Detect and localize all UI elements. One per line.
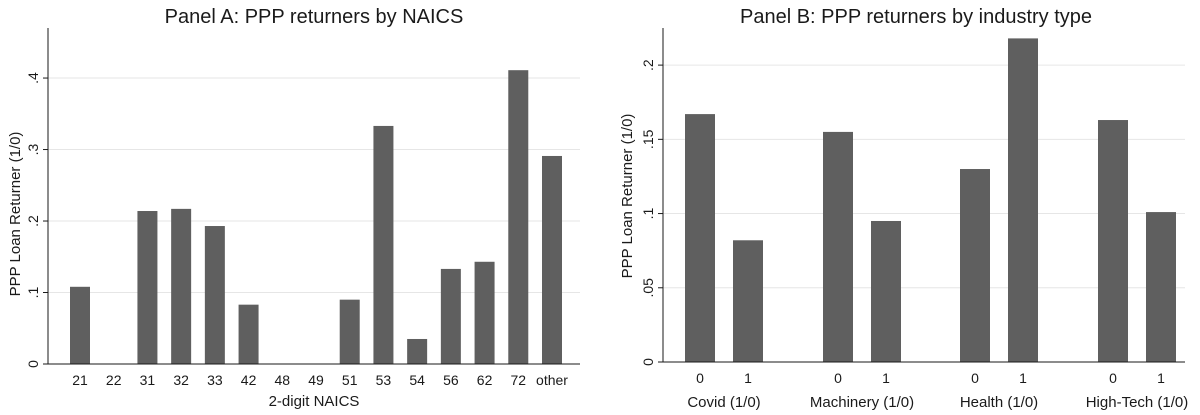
panel-b-group-labels: Covid (1/0) Machinery (1/0) Health (1/0) Hi… bbox=[687, 394, 1188, 411]
panel-b-x-tick-label: 1 bbox=[882, 370, 890, 386]
panel-a-x-tick-label: 31 bbox=[140, 372, 156, 388]
panel-a-y-tick-label: .2 bbox=[25, 215, 41, 227]
panel-b-x-tick-label: 0 bbox=[1109, 370, 1117, 386]
panel-b-y-tick-label: .05 bbox=[640, 278, 656, 298]
panel-a-bar-56 bbox=[440, 268, 461, 364]
panel-a-y-tick-label: .4 bbox=[25, 72, 41, 84]
panel-a-bar-42 bbox=[238, 304, 259, 364]
panel-b-y-tick-label: .1 bbox=[640, 208, 656, 220]
panel-b-bar-1-1 bbox=[871, 220, 901, 362]
panel-b-group-label: Covid (1/0) bbox=[687, 394, 760, 411]
panel-a-axes bbox=[47, 28, 580, 365]
panel-a-x-axis-label: 2-digit NAICS bbox=[269, 393, 360, 410]
panel-b-x-ticks: 0 1 0 1 0 1 0 1 bbox=[696, 370, 1165, 386]
panel-a-bar-51 bbox=[339, 299, 360, 364]
panel-b-bar-1-0 bbox=[823, 131, 853, 362]
panel-a-x-tick-label: 72 bbox=[510, 372, 526, 388]
panel-a-x-tick-label: 32 bbox=[173, 372, 189, 388]
panel-a-x-tick-label: other bbox=[536, 372, 568, 388]
panel-b-bar-0-0 bbox=[685, 114, 715, 362]
panel-a-bar-54 bbox=[407, 338, 428, 364]
panel-b-y-ticks: 0 .05 .1 .15 .2 bbox=[640, 59, 663, 366]
panel-b-y-axis-label: PPP Loan Returner (1/0) bbox=[619, 114, 636, 279]
panel-a-x-tick-label: 53 bbox=[376, 372, 392, 388]
panel-b-y-tick-label: .15 bbox=[640, 129, 656, 149]
panel-b-group-label: Health (1/0) bbox=[960, 394, 1038, 411]
panel-a-bar-62 bbox=[474, 261, 495, 364]
panel-a-x-tick-label: 56 bbox=[443, 372, 459, 388]
panel-a-x-tick-label: 62 bbox=[477, 372, 493, 388]
panel-b-bar-2-0 bbox=[960, 169, 990, 362]
panel-b-x-tick-label: 0 bbox=[971, 370, 979, 386]
panel-a-y-tick-label: .3 bbox=[25, 143, 41, 155]
panel-b-group-label: High-Tech (1/0) bbox=[1086, 394, 1189, 411]
panel-a-y-tick-label: 0 bbox=[25, 360, 41, 368]
panel-b-bar-3-0 bbox=[1098, 120, 1128, 362]
panel-a-bars bbox=[70, 70, 562, 365]
panel-b-x-tick-label: 1 bbox=[1019, 370, 1027, 386]
panel-a-x-tick-label: 51 bbox=[342, 372, 358, 388]
panel-a-title: Panel A: PPP returners by NAICS bbox=[165, 6, 464, 28]
panel-a-y-axis-label: PPP Loan Returner (1/0) bbox=[7, 132, 24, 297]
panel-b-x-tick-label: 0 bbox=[696, 370, 704, 386]
panel-a-gridlines bbox=[48, 77, 580, 294]
panel-b-x-tick-label: 1 bbox=[744, 370, 752, 386]
panel-a-bar-33 bbox=[204, 226, 225, 364]
panel-b-title: Panel B: PPP returners by industry type bbox=[740, 6, 1092, 28]
panel-b-group-label: Machinery (1/0) bbox=[810, 394, 914, 411]
panel-a-y-tick-label: .1 bbox=[25, 286, 41, 298]
panel-a-bar-53 bbox=[373, 125, 394, 364]
panel-a-x-tick-label: 22 bbox=[106, 372, 122, 388]
panel-a-x-tick-label: 33 bbox=[207, 372, 223, 388]
panel-a-x-ticks: 21 22 31 32 33 42 48 49 51 53 54 56 62 72 other bbox=[72, 372, 568, 388]
panel-b-axes bbox=[662, 28, 1185, 363]
panel-b: Panel B: PPP returners by industry type … bbox=[619, 6, 1188, 411]
panel-a-bar-31 bbox=[137, 211, 158, 364]
panel-a-x-tick-label: 49 bbox=[308, 372, 324, 388]
panel-a-bar-72 bbox=[508, 70, 529, 365]
panel-b-x-tick-label: 1 bbox=[1157, 370, 1165, 386]
panel-b-bar-2-1 bbox=[1008, 38, 1038, 362]
panel-b-bar-3-1 bbox=[1146, 212, 1176, 362]
panel-a-bar-32 bbox=[171, 208, 192, 364]
panel-a: Panel A: PPP returners by NAICS PPP Loan… bbox=[7, 6, 580, 410]
panel-b-x-tick-label: 0 bbox=[834, 370, 842, 386]
panel-a-bar-21 bbox=[70, 286, 90, 364]
panel-a-x-tick-label: 42 bbox=[241, 372, 257, 388]
panel-a-x-tick-label: 54 bbox=[409, 372, 425, 388]
panel-b-bar-0-1 bbox=[733, 240, 763, 362]
panel-a-x-tick-label: 21 bbox=[72, 372, 88, 388]
panel-b-y-tick-label: 0 bbox=[640, 358, 656, 366]
panel-b-y-tick-label: .2 bbox=[640, 59, 656, 71]
panel-b-bars bbox=[685, 38, 1176, 362]
panel-a-x-tick-label: 48 bbox=[274, 372, 290, 388]
panel-a-y-ticks: 0 .1 .2 .3 .4 bbox=[25, 72, 48, 368]
panel-a-bar-other bbox=[542, 155, 562, 364]
